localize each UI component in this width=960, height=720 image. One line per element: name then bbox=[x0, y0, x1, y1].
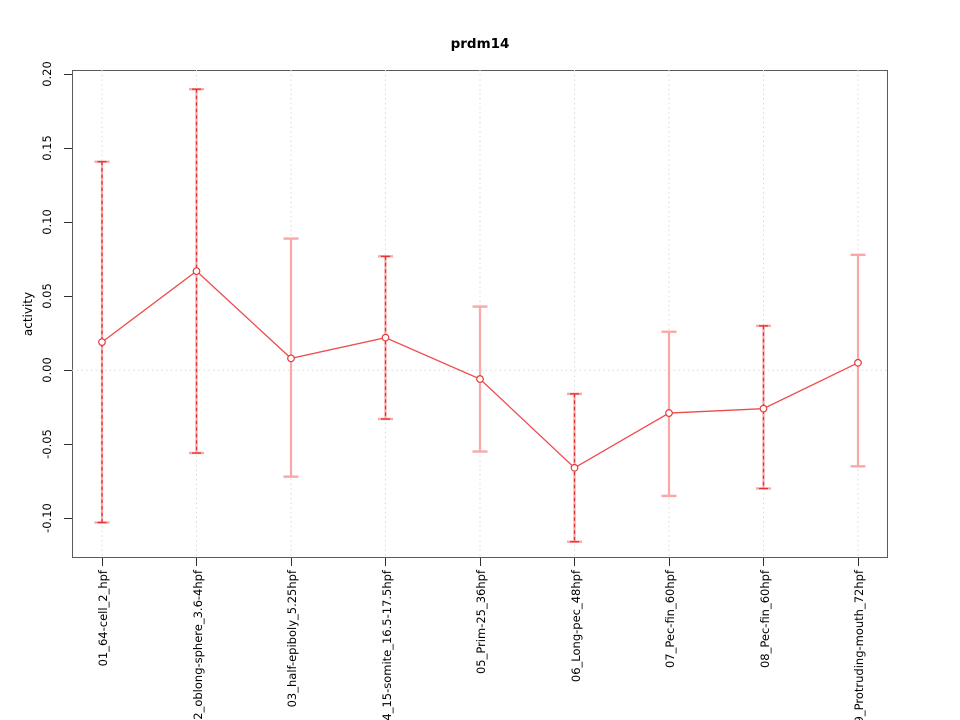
x-tick-mark bbox=[668, 558, 670, 566]
x-tick-mark bbox=[196, 558, 197, 566]
y-tick-label-text: 0.20 bbox=[40, 61, 54, 88]
x-tick-mark bbox=[385, 558, 386, 566]
x-tick-label-text: 08_Pec-fin_60hpf bbox=[757, 570, 772, 669]
x-tick-mark bbox=[290, 558, 292, 566]
x-tick-label-text: 07_Pec-fin_60hpf bbox=[663, 570, 677, 669]
x-tick-mark bbox=[479, 558, 481, 566]
x-tick-label-text: 05_Prim-25_36hpf bbox=[474, 570, 488, 675]
y-tick-label-text: 0.15 bbox=[40, 135, 54, 162]
chart-title: prdm14 bbox=[450, 36, 510, 52]
y-tick-mark bbox=[64, 147, 72, 149]
y-tick-label-text: -0.05 bbox=[40, 429, 54, 460]
data-point-marker bbox=[665, 409, 673, 417]
y-tick-mark bbox=[64, 295, 72, 297]
y-tick-label-text: 0.10 bbox=[40, 209, 54, 236]
y-tick-mark bbox=[64, 73, 72, 75]
data-point-marker bbox=[192, 267, 201, 276]
data-point-marker bbox=[476, 375, 484, 383]
x-tick-mark bbox=[857, 558, 859, 566]
data-point-marker bbox=[570, 463, 579, 472]
data-point-marker bbox=[381, 333, 390, 342]
y-axis-title-text: activity bbox=[21, 291, 35, 337]
x-tick-mark bbox=[574, 558, 575, 566]
x-tick-mark bbox=[101, 558, 103, 566]
y-tick-label-text: -0.10 bbox=[40, 503, 54, 533]
x-tick-label-text: 09_Protruding-mouth_72hpf bbox=[852, 570, 866, 720]
data-point-marker bbox=[759, 404, 768, 413]
data-point-marker bbox=[287, 354, 295, 363]
y-tick-label-text: 0.00 bbox=[40, 357, 54, 383]
y-tick-mark bbox=[64, 517, 72, 519]
x-tick-mark bbox=[763, 558, 764, 566]
y-tick-mark bbox=[64, 221, 72, 223]
y-tick-label-text: 0.05 bbox=[40, 283, 54, 310]
chart-plot-area bbox=[72, 70, 888, 558]
y-tick-mark bbox=[64, 443, 72, 445]
data-point-marker bbox=[98, 338, 106, 346]
data-point-marker bbox=[854, 358, 862, 367]
x-tick-label-text: 06_Long-pec_48hpf bbox=[568, 570, 583, 683]
x-tick-label-text: 02_oblong-sphere_3.6-4hpf bbox=[190, 570, 205, 720]
y-tick-mark bbox=[64, 369, 72, 371]
x-tick-label-text: 03_half-epiboly_5.25hpf bbox=[285, 570, 299, 708]
x-tick-label-text: 01_64-cell_2_hpf bbox=[96, 570, 110, 667]
x-tick-label-text: 04_15-somite_16.5-17.5hpf bbox=[379, 570, 394, 720]
